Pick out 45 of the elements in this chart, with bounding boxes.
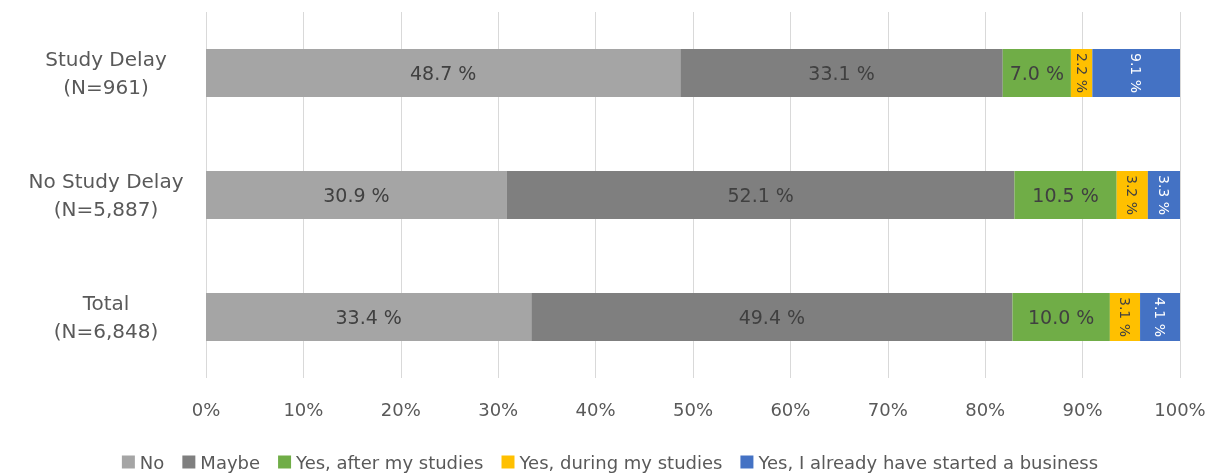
y-tick-label: No Study Delay (N=5,887): [28, 169, 184, 221]
data-label: 3.2 %: [1124, 174, 1141, 216]
bar: [206, 49, 681, 97]
data-label: 10.0 %: [1027, 306, 1095, 328]
legend-label: Yes, after my studies: [295, 451, 484, 473]
bar: [206, 293, 532, 341]
x-tick-label: 10%: [283, 398, 324, 420]
x-tick-label: 60%: [770, 398, 811, 420]
data-label: 30.9 %: [323, 184, 390, 206]
x-tick-label: 30%: [478, 398, 519, 420]
data-label: 10.5 %: [1032, 184, 1099, 206]
y-tick-label: Total (N=6,848): [53, 291, 159, 343]
x-tick-label: 40%: [575, 398, 616, 420]
x-tick-label: 90%: [1062, 398, 1103, 420]
y-tick-label: Study Delay (N=961): [45, 47, 167, 99]
bar: [680, 49, 1003, 97]
x-tick-label: 80%: [965, 398, 1006, 420]
data-label: 52.1 %: [727, 184, 794, 206]
x-tick-label: 50%: [672, 398, 714, 420]
bar: [1140, 293, 1180, 341]
legend-label: Maybe: [200, 451, 261, 473]
data-label: 3.1 %: [1116, 296, 1133, 338]
data-label: 48.7 %: [409, 62, 477, 84]
x-tick-label: 0%: [191, 398, 221, 420]
x-tick-label: 100%: [1154, 398, 1206, 420]
bar: [206, 171, 507, 219]
bar: [1014, 171, 1117, 219]
data-label: 9.1 %: [1128, 52, 1145, 94]
data-label: 4.1 %: [1152, 296, 1169, 338]
bar: [1092, 49, 1180, 97]
data-label: 49.4 %: [738, 306, 806, 328]
data-label: 7.0 %: [1009, 62, 1064, 84]
data-label: 2.2 %: [1073, 52, 1090, 94]
bar: [1012, 293, 1110, 341]
bar: [506, 171, 1015, 219]
x-tick-label: 70%: [867, 398, 908, 420]
data-label: 3.3 %: [1155, 174, 1172, 216]
legend-label: Yes, I already have started a business: [757, 451, 1099, 473]
bar: [531, 293, 1013, 341]
legend-label: No: [139, 451, 165, 473]
bar: [1002, 49, 1071, 97]
legend-label: Yes, during my studies: [518, 451, 723, 473]
data-label: 33.4 %: [335, 306, 402, 328]
x-tick-label: 20%: [380, 398, 421, 420]
data-label: 33.1 %: [808, 62, 875, 84]
